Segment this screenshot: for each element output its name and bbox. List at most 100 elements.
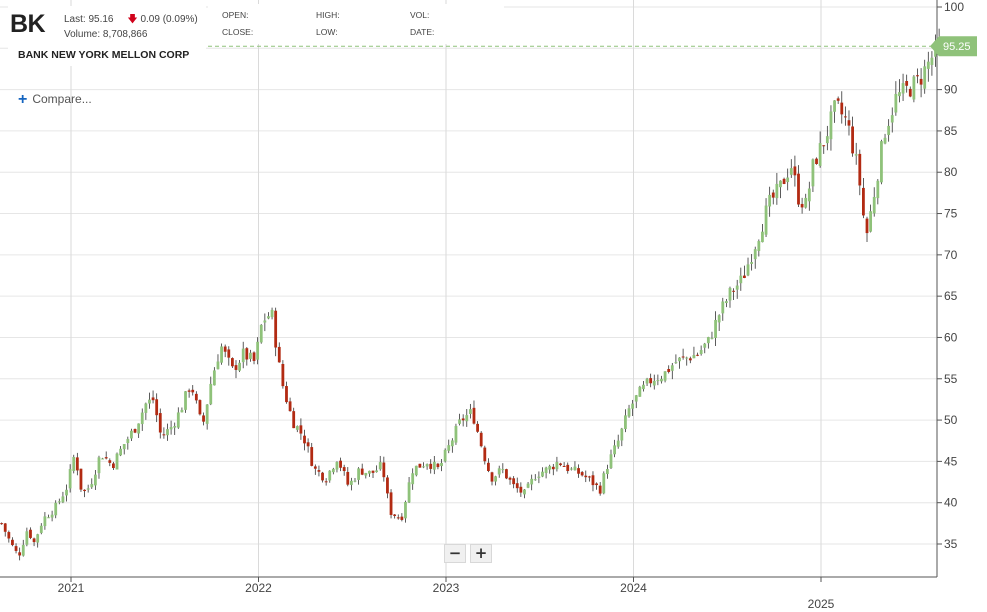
y-tick-label: 65 (944, 289, 958, 303)
candle-up (746, 264, 750, 276)
candle-up (259, 324, 263, 343)
candle-down (681, 356, 685, 358)
candle-up (757, 241, 761, 251)
zoom-out-button[interactable]: − (444, 544, 466, 563)
compare-button[interactable]: + Compare... (18, 91, 92, 109)
chart-axes (0, 0, 942, 582)
candle-up (126, 439, 130, 444)
candle-up (883, 137, 887, 144)
candle-up (706, 337, 710, 344)
candle-up (652, 380, 656, 386)
candle-up (411, 473, 415, 485)
candle-up (130, 430, 133, 439)
y-tick-label: 50 (944, 413, 958, 427)
candle-down (771, 192, 775, 198)
candle-up (119, 448, 123, 456)
price-change: 🡇 0.09 (0.09%) (127, 14, 197, 25)
candle-down (916, 75, 919, 77)
candle-down (155, 399, 159, 416)
last-price-tag-shape (930, 36, 977, 57)
candle-down (591, 475, 595, 486)
candle-down (919, 78, 923, 85)
candle-up (717, 315, 721, 323)
y-tick-label: 90 (944, 83, 958, 97)
candle-down (505, 469, 508, 479)
candle-up (212, 370, 216, 386)
candle-up (656, 380, 660, 382)
candle-down (519, 486, 523, 493)
y-tick-label: 70 (944, 248, 958, 262)
candle-up (923, 66, 927, 89)
candle-up (901, 83, 905, 94)
candle-up (72, 456, 76, 471)
candle-down (223, 346, 227, 352)
volume-text: Volume: 8,708,866 (64, 29, 147, 40)
last-price-tag-label: 95.25 (943, 41, 971, 53)
candle-up (122, 444, 126, 450)
candle-up (642, 384, 645, 390)
candle-up (573, 466, 577, 471)
candle-up (256, 341, 260, 360)
y-tick-label: 45 (944, 454, 958, 468)
candle-up (166, 429, 169, 436)
candle-up (530, 478, 534, 485)
open-label: OPEN: (222, 10, 249, 20)
candle-down (908, 88, 912, 97)
candle-up (926, 61, 930, 69)
y-tick-label: 85 (944, 124, 958, 138)
candle-down (187, 390, 191, 392)
ohlc-panel (208, 4, 504, 44)
y-tick-label: 100 (944, 0, 964, 14)
candle-down (112, 463, 115, 469)
candle-up (220, 346, 223, 363)
zoom-in-button[interactable]: + (470, 544, 492, 563)
candle-down (313, 466, 317, 469)
candle-down (371, 470, 375, 473)
candle-up (494, 476, 498, 482)
y-tick-label: 55 (944, 372, 958, 386)
candle-up (54, 502, 58, 516)
candle-up (890, 115, 894, 123)
candle-up (724, 301, 728, 304)
candle-up (616, 440, 620, 447)
candle-down (133, 429, 137, 433)
ticker-symbol: BK (10, 10, 46, 38)
candle-up (137, 423, 141, 434)
candle-up (692, 355, 696, 359)
candle-down (815, 158, 818, 165)
candle-down (151, 397, 155, 401)
volume-value: 8,708,866 (102, 29, 148, 40)
candle-up (620, 428, 624, 441)
candle-down (508, 477, 512, 480)
candle-down (905, 80, 909, 86)
candle-up (912, 76, 916, 100)
last-price-tag: 95.25 (930, 36, 977, 57)
y-tick-label: 80 (944, 165, 958, 179)
candle-up (61, 496, 65, 503)
candle-down (14, 546, 18, 551)
candle-down (822, 145, 826, 147)
candle-up (364, 472, 368, 476)
candle-down (797, 173, 800, 205)
date-label: DATE: (410, 27, 435, 37)
candle-up (526, 483, 530, 488)
candle-down (512, 478, 516, 485)
candle-up (468, 409, 472, 414)
candle-up (205, 404, 209, 424)
candle-up (497, 468, 501, 475)
candle-down (667, 368, 671, 372)
candle-down (360, 468, 364, 475)
candle-up (90, 484, 94, 488)
candle-up (65, 489, 68, 496)
candle-down (436, 463, 440, 468)
candle-up (660, 378, 663, 382)
candle-down (472, 407, 476, 424)
candle-down (800, 203, 804, 208)
candle-up (631, 403, 635, 409)
candle-down (429, 463, 433, 469)
candle-down (162, 434, 166, 436)
candle-down (234, 365, 238, 370)
candle-up (249, 352, 252, 359)
candle-up (627, 408, 631, 417)
